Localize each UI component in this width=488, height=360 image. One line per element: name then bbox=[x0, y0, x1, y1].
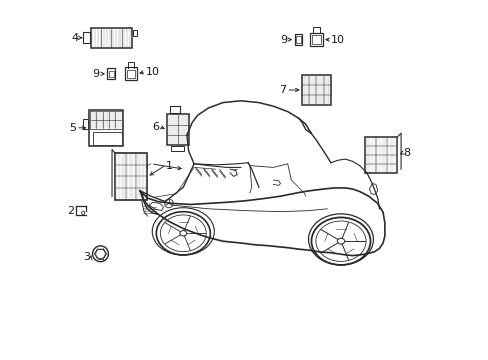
Bar bbox=[294, 34, 302, 45]
Text: 5: 5 bbox=[69, 123, 76, 133]
Text: 3: 3 bbox=[82, 252, 89, 262]
Bar bbox=[171, 146, 184, 151]
Text: 7: 7 bbox=[279, 85, 286, 95]
Bar bbox=[89, 110, 123, 146]
Text: 9: 9 bbox=[279, 35, 286, 45]
Bar bbox=[132, 30, 137, 36]
Bar bbox=[83, 32, 89, 43]
Bar bbox=[115, 153, 147, 200]
Text: 10: 10 bbox=[330, 35, 344, 45]
Text: 10: 10 bbox=[145, 67, 159, 77]
Bar bbox=[167, 114, 188, 145]
Text: 1: 1 bbox=[166, 161, 173, 171]
Bar bbox=[93, 132, 122, 145]
Bar bbox=[107, 68, 115, 79]
Bar bbox=[127, 70, 135, 78]
Bar bbox=[82, 119, 87, 129]
Bar bbox=[90, 111, 122, 129]
Bar bbox=[108, 71, 114, 77]
Bar bbox=[125, 67, 137, 80]
Bar bbox=[295, 36, 301, 43]
Text: 6: 6 bbox=[151, 122, 159, 132]
Text: 9: 9 bbox=[92, 69, 100, 79]
Bar bbox=[302, 75, 330, 105]
Bar bbox=[365, 137, 397, 173]
Bar bbox=[90, 28, 132, 48]
Text: 2: 2 bbox=[66, 206, 74, 216]
Text: 4: 4 bbox=[71, 33, 78, 43]
Text: 8: 8 bbox=[403, 148, 410, 158]
Bar bbox=[170, 107, 180, 113]
Bar bbox=[311, 35, 320, 44]
Bar bbox=[309, 33, 322, 46]
